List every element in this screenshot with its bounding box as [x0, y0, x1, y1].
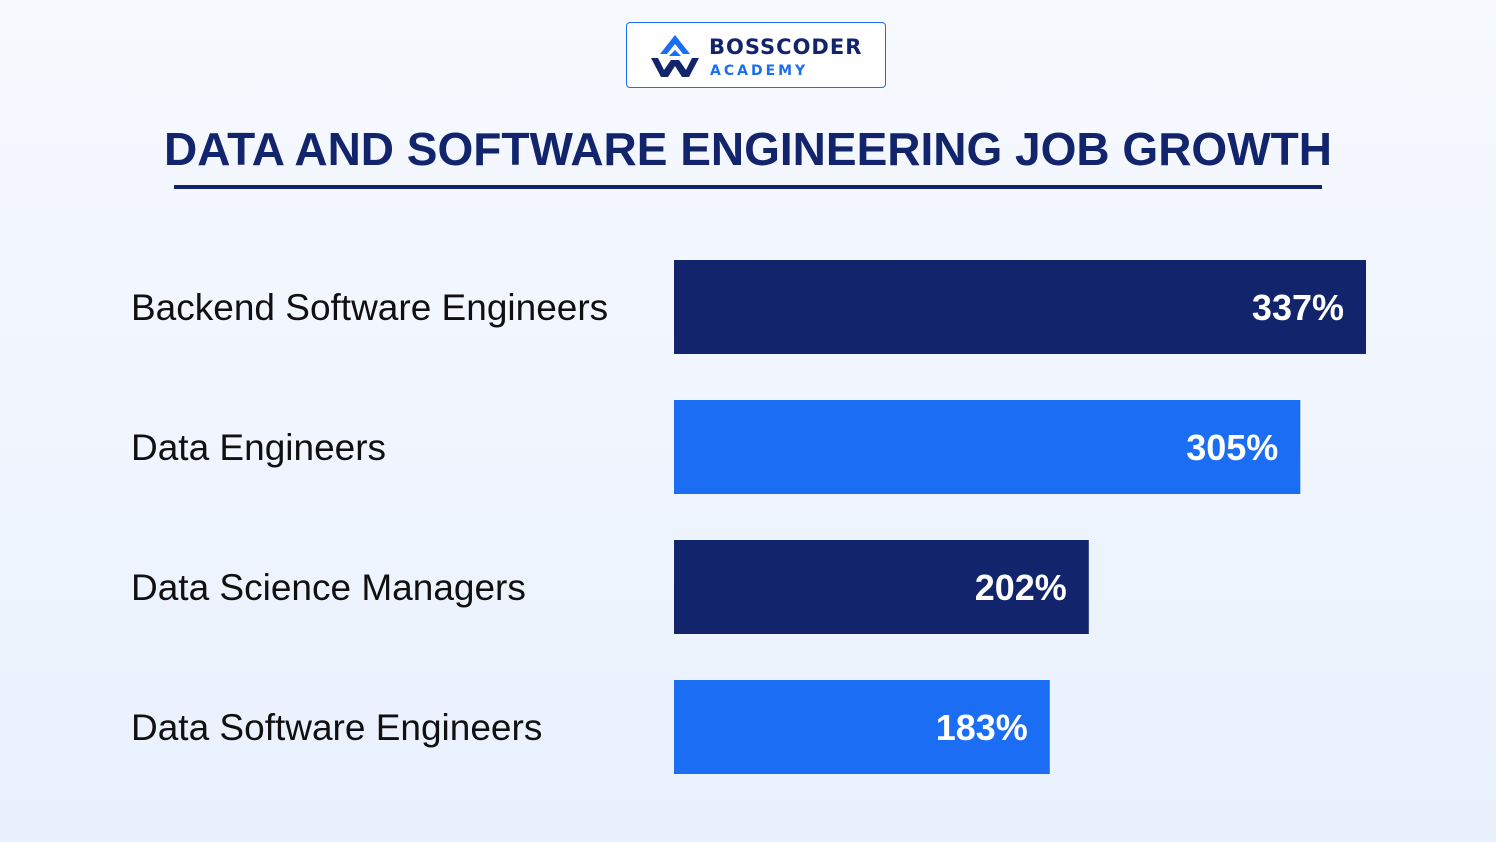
logo-text-primary: BOSSCODER — [709, 35, 863, 59]
chart-title: DATA AND SOFTWARE ENGINEERING JOB GROWTH — [164, 123, 1332, 175]
category-label: Data Software Engineers — [131, 707, 542, 748]
bar — [674, 260, 1366, 354]
bar-value-label: 183% — [936, 707, 1028, 748]
bar — [674, 540, 1089, 634]
bar-value-label: 202% — [975, 567, 1067, 608]
logo: BOSSCODER ACADEMY — [626, 22, 886, 88]
bar — [674, 680, 1050, 774]
category-label: Data Engineers — [131, 427, 386, 468]
bar-value-label: 337% — [1252, 287, 1344, 328]
title-underline — [174, 185, 1322, 189]
category-label: Backend Software Engineers — [131, 287, 608, 328]
category-label: Data Science Managers — [131, 567, 526, 608]
bar-value-label: 305% — [1186, 427, 1278, 468]
crown-logo-icon — [651, 35, 699, 77]
logo-text-secondary: ACADEMY — [710, 63, 809, 79]
bar — [674, 400, 1301, 494]
